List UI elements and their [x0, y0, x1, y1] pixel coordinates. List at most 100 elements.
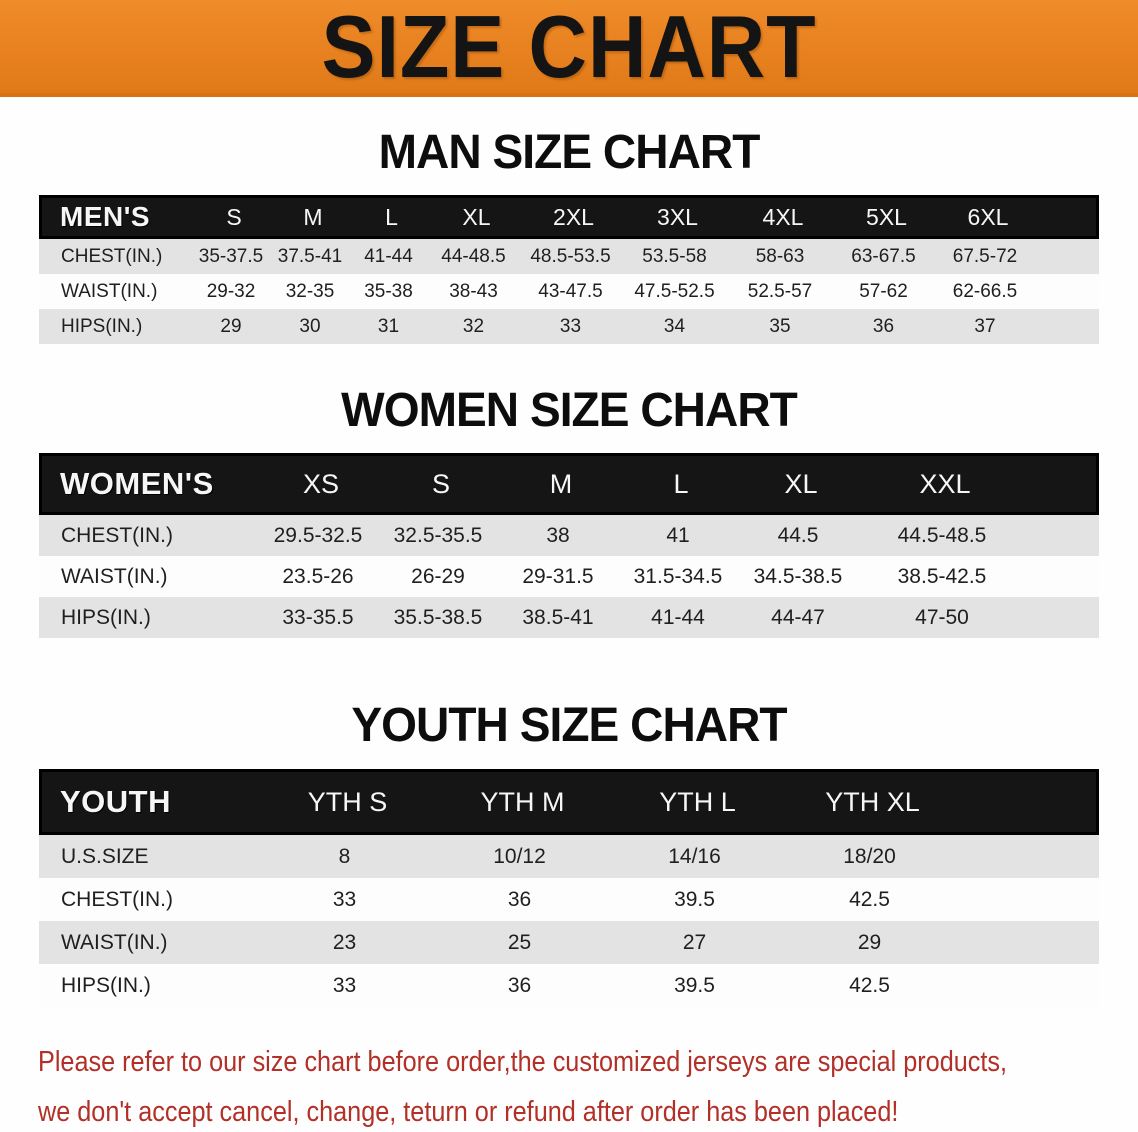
cell-value: 38.5-41	[522, 605, 594, 629]
cell-value: 43-47.5	[538, 280, 603, 302]
cell-value: 29	[857, 930, 882, 954]
men-size-col-m: M	[303, 203, 323, 230]
cell-value: 31	[377, 315, 400, 337]
row-label: HIPS(IN.)	[61, 315, 143, 337]
cell-value: 8	[338, 844, 351, 868]
youth-size-col-s: YTH S	[307, 786, 388, 817]
disclaimer-line-2: we don't accept cancel, change, teturn o…	[38, 1096, 899, 1128]
row-label: CHEST(IN.)	[61, 245, 163, 267]
youth-waist-row: WAIST(IN.) 23 25 27 29	[39, 921, 1099, 964]
cell-value: 38-43	[449, 280, 498, 302]
row-label: U.S.SIZE	[61, 844, 149, 868]
cell-value: 52.5-57	[747, 280, 813, 302]
youth-chest-row: CHEST(IN.) 33 36 39.5 42.5	[39, 878, 1099, 921]
cell-value: 29.5-32.5	[273, 523, 363, 547]
youth-hips-row: HIPS(IN.) 33 36 39.5 42.5	[39, 964, 1099, 1007]
women-size-col-s: S	[431, 468, 450, 499]
cell-value: 53.5-58	[642, 245, 707, 267]
cell-value: 32.5-35.5	[393, 523, 483, 547]
men-size-col-l: L	[385, 203, 398, 230]
women-size-col-xl: XL	[784, 468, 818, 499]
cell-value: 47.5-52.5	[634, 280, 715, 302]
men-waist-row: WAIST(IN.) 29-32 32-35 35-38 38-43 43-47…	[39, 274, 1099, 309]
cell-value: 14/16	[668, 844, 721, 868]
men-size-col-4xl: 4XL	[762, 203, 804, 230]
women-waist-row: WAIST(IN.) 23.5-26 26-29 29-31.5 31.5-34…	[39, 556, 1099, 597]
cell-value: 44-48.5	[441, 245, 506, 267]
cell-value: 48.5-53.5	[530, 245, 611, 267]
cell-value: 44.5	[777, 523, 819, 547]
disclaimer-line-1: Please refer to our size chart before or…	[38, 1046, 1008, 1078]
women-section-title: WOMEN SIZE CHART	[341, 384, 798, 437]
cell-value: 67.5-72	[952, 245, 1018, 267]
men-hips-row: HIPS(IN.) 29 30 31 32 33 34 35 36 37	[39, 309, 1099, 344]
youth-size-col-l: YTH L	[659, 786, 736, 817]
cell-value: 37	[974, 315, 996, 337]
women-header-label: WOMEN'S	[60, 466, 214, 501]
cell-value: 58-63	[755, 245, 805, 267]
cell-value: 44-47	[771, 605, 825, 629]
cell-value: 35-37.5	[198, 245, 264, 267]
cell-value: 39.5	[674, 973, 715, 997]
cell-value: 33	[332, 887, 357, 911]
men-section-title: MAN SIZE CHART	[378, 126, 761, 179]
cell-value: 41-44	[651, 605, 705, 629]
size-chart-banner: SIZE CHART	[0, 0, 1138, 97]
cell-value: 47-50	[915, 605, 969, 629]
men-size-col-s: S	[226, 203, 242, 230]
women-table-header-row: WOMEN'S XS S M L XL XXL	[39, 453, 1099, 515]
men-size-col-6xl: 6XL	[967, 203, 1009, 230]
men-chest-row: CHEST(IN.) 35-37.5 37.5-41 41-44 44-48.5…	[39, 239, 1099, 274]
cell-value: 36	[872, 315, 895, 337]
men-size-table: MEN'S S M L XL 2XL 3XL 4XL 5XL 6XL CHEST…	[39, 195, 1099, 344]
women-size-col-xs: XS	[302, 468, 340, 499]
cell-value: 42.5	[849, 887, 890, 911]
cell-value: 33	[559, 315, 582, 337]
cell-value: 39.5	[674, 887, 715, 911]
youth-header-label: YOUTH	[60, 784, 171, 819]
youth-table-header-row: YOUTH YTH S YTH M YTH L YTH XL	[39, 769, 1099, 835]
row-label: WAIST(IN.)	[61, 930, 168, 954]
women-chest-row: CHEST(IN.) 29.5-32.5 32.5-35.5 38 41 44.…	[39, 515, 1099, 556]
cell-value: 26-29	[411, 564, 465, 588]
youth-ussize-row: U.S.SIZE 8 10/12 14/16 18/20	[39, 835, 1099, 878]
cell-value: 32-35	[285, 280, 335, 302]
cell-value: 35.5-38.5	[393, 605, 483, 629]
disclaimer-note: Please refer to our size chart before or…	[0, 1037, 1138, 1132]
cell-value: 35-38	[364, 280, 413, 302]
cell-value: 34.5-38.5	[753, 564, 843, 588]
youth-size-col-xl: YTH XL	[825, 786, 920, 817]
cell-value: 34	[663, 315, 686, 337]
women-size-col-l: L	[673, 468, 689, 499]
men-table-header-row: MEN'S S M L XL 2XL 3XL 4XL 5XL 6XL	[39, 195, 1099, 239]
youth-section-title: YOUTH SIZE CHART	[351, 699, 787, 752]
women-hips-row: HIPS(IN.) 33-35.5 35.5-38.5 38.5-41 41-4…	[39, 597, 1099, 638]
row-label: HIPS(IN.)	[61, 973, 151, 997]
cell-value: 63-67.5	[851, 245, 916, 267]
cell-value: 29	[220, 315, 242, 337]
cell-value: 38	[546, 523, 570, 547]
cell-value: 10/12	[493, 844, 546, 868]
cell-value: 35	[769, 315, 791, 337]
cell-value: 23	[332, 930, 357, 954]
youth-size-table: YOUTH YTH S YTH M YTH L YTH XL U.S.SIZE …	[39, 769, 1099, 1007]
men-size-col-3xl: 3XL	[657, 203, 698, 230]
cell-value: 41-44	[364, 245, 413, 267]
cell-value: 30	[299, 315, 321, 337]
men-size-col-2xl: 2XL	[553, 203, 594, 230]
cell-value: 29-32	[206, 280, 256, 302]
cell-value: 33-35.5	[282, 605, 354, 629]
youth-size-col-m: YTH M	[480, 786, 565, 817]
cell-value: 27	[682, 930, 707, 954]
cell-value: 33	[332, 973, 357, 997]
cell-value: 41	[666, 523, 690, 547]
cell-value: 18/20	[843, 844, 896, 868]
men-size-col-5xl: 5XL	[866, 203, 907, 230]
men-header-label: MEN'S	[60, 201, 151, 232]
cell-value: 62-66.5	[952, 280, 1018, 302]
row-label: CHEST(IN.)	[61, 523, 173, 547]
cell-value: 25	[507, 930, 532, 954]
cell-value: 36	[507, 973, 532, 997]
women-size-col-xxl: XXL	[919, 468, 971, 499]
cell-value: 42.5	[849, 973, 890, 997]
